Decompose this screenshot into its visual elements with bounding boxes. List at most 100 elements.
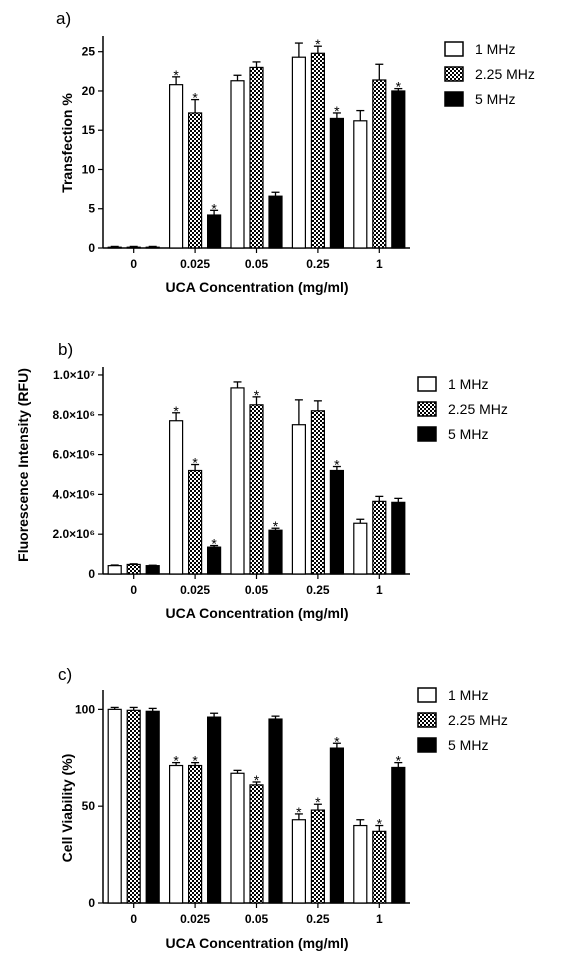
legend-b: 1 MHz 2.25 MHz 5 MHz [417, 376, 508, 442]
legend-label: 2.25 MHz [448, 712, 508, 728]
bar-checker [372, 830, 387, 904]
x-tick-label: 0.025 [180, 912, 210, 926]
significance-marker: * [192, 455, 198, 471]
x-ticks-c: 0 0.025 0.05 0.25 1 [130, 903, 383, 926]
bars-b: * * * * * * [107, 381, 406, 575]
significance-marker: * [192, 90, 198, 106]
significance-marker: * [254, 387, 260, 403]
y-tick-label: 0 [88, 567, 95, 581]
legend-swatch-white [417, 687, 437, 703]
bar-checker [372, 500, 387, 575]
bar-checker [126, 246, 141, 249]
legend-label: 1 MHz [448, 376, 488, 392]
bar-black [329, 469, 344, 575]
bar-black [145, 246, 160, 249]
legend-label: 2.25 MHz [448, 401, 508, 417]
y-tick-label: 25 [82, 45, 96, 59]
legend-label: 5 MHz [448, 737, 488, 753]
bar-checker [126, 709, 141, 904]
panel-label-a: a) [56, 9, 71, 28]
x-tick-label: 0.05 [245, 257, 269, 271]
y-tick-label: 0 [88, 241, 95, 255]
bar-white [291, 56, 306, 249]
x-ticks-a: 0 0.025 0.05 0.25 1 [130, 248, 383, 271]
bar-black [145, 565, 160, 575]
x-tick-label: 0.025 [180, 257, 210, 271]
significance-marker: * [273, 518, 279, 534]
legend-c: 1 MHz 2.25 MHz 5 MHz [417, 687, 508, 753]
bar-black [329, 747, 344, 904]
legend-label: 1 MHz [448, 687, 488, 703]
x-tick-label: 0 [130, 912, 137, 926]
significance-marker: * [396, 753, 402, 769]
y-ticks-c: 0 50 100 [75, 702, 103, 910]
legend-swatch-checker [444, 66, 464, 82]
bar-black [207, 214, 222, 249]
legend-swatch-checker [417, 712, 437, 728]
bar-white [353, 120, 368, 249]
significance-marker: * [192, 753, 198, 769]
legend-swatch-white [417, 376, 437, 392]
significance-marker: * [315, 36, 321, 52]
legend-label: 5 MHz [475, 91, 515, 107]
bar-black [145, 710, 160, 904]
panel-label-c: c) [58, 665, 72, 684]
bar-black [207, 716, 222, 904]
bar-white [107, 565, 122, 575]
y-tick-label: 8.0×10⁶ [52, 408, 95, 422]
y-tick-label: 5 [88, 202, 95, 216]
bar-checker [310, 410, 325, 575]
bar-checker [249, 66, 264, 249]
y-tick-label: 4.0×10⁶ [52, 487, 95, 501]
bar-white [169, 84, 184, 249]
bar-white [107, 708, 122, 904]
legend-a: 1 MHz 2.25 MHz 5 MHz [444, 41, 535, 107]
significance-marker: * [173, 67, 179, 83]
y-tick-label: 100 [75, 702, 95, 716]
x-tick-label: 1 [376, 583, 383, 597]
x-tick-label: 0.025 [180, 583, 210, 597]
bar-white [230, 80, 245, 249]
y-tick-label: 10 [82, 162, 96, 176]
bar-checker [249, 784, 264, 904]
legend-swatch-black [444, 91, 464, 107]
significance-marker: * [296, 804, 302, 820]
bar-black [268, 529, 283, 575]
bar-checker [188, 764, 203, 904]
significance-marker: * [377, 816, 383, 832]
legend-swatch-black [417, 426, 437, 442]
significance-marker: * [334, 733, 340, 749]
bar-black [329, 117, 344, 249]
y-axis-title-a: Transfection % [59, 93, 75, 193]
bar-white [291, 424, 306, 575]
significance-marker: * [173, 753, 179, 769]
significance-marker: * [315, 794, 321, 810]
chart-panel-c: c) Cell Viability (%) UCA Concentration … [58, 665, 508, 951]
x-tick-label: 0.25 [306, 583, 330, 597]
chart-panel-a: a) Transfection % UCA Concentration (mg/… [56, 9, 535, 295]
bar-white [107, 246, 122, 249]
x-axis-title-b: UCA Concentration (mg/ml) [165, 605, 348, 621]
x-tick-label: 0 [130, 257, 137, 271]
y-tick-label: 15 [82, 123, 96, 137]
y-tick-label: 2.0×10⁶ [52, 527, 95, 541]
x-tick-label: 1 [376, 912, 383, 926]
x-tick-label: 1 [376, 257, 383, 271]
y-tick-label: 0 [88, 896, 95, 910]
bar-checker [310, 809, 325, 904]
x-tick-label: 0.25 [306, 257, 330, 271]
significance-marker: * [211, 200, 217, 216]
bar-white [230, 772, 245, 904]
x-tick-label: 0.05 [245, 583, 269, 597]
significance-marker: * [396, 79, 402, 95]
bars-c: * * * * * * * * [107, 706, 406, 904]
bar-black [391, 501, 406, 575]
y-axis-title-b: Fluorescence Intensity (RFU) [15, 368, 31, 562]
bar-checker [188, 112, 203, 249]
y-ticks-b: 0 2.0×10⁶ 4.0×10⁶ 6.0×10⁶ 8.0×10⁶ 1.0×10⁷ [52, 368, 103, 581]
chart-panel-b: b) Fluorescence Intensity (RFU) UCA Conc… [15, 340, 508, 621]
legend-swatch-white [444, 41, 464, 57]
y-axis-title-c: Cell Viability (%) [59, 754, 75, 863]
x-tick-label: 0 [130, 583, 137, 597]
